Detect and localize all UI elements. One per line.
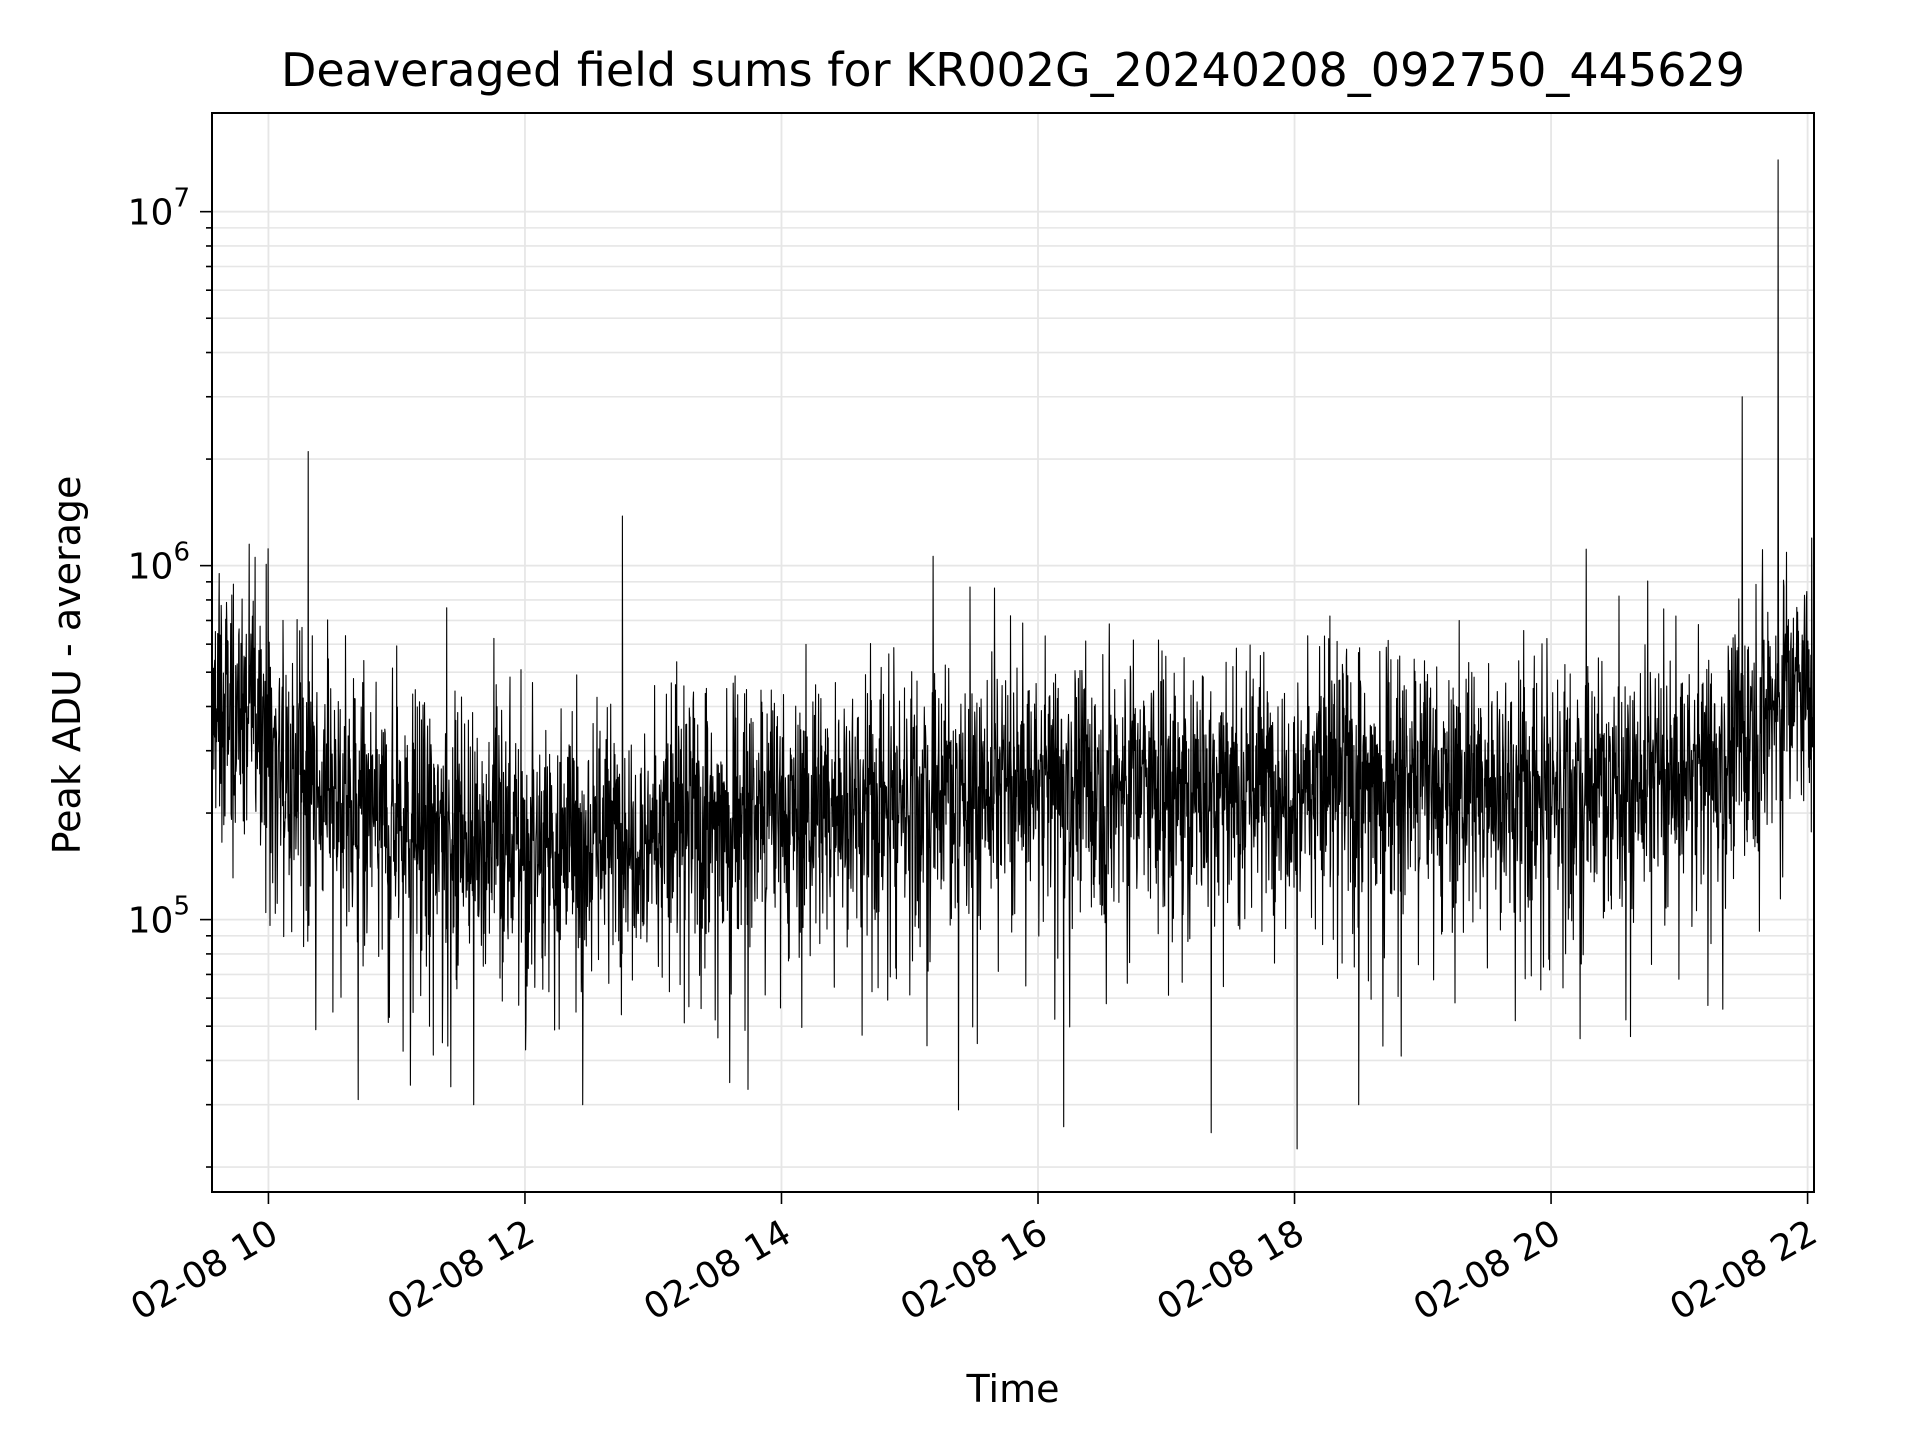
y-axis: 105 106 107 [128,184,212,1168]
plot-frame [211,112,1815,1193]
y-tick-label: 106 [128,538,190,588]
y-axis-title: Peak ADU - average [45,476,89,855]
x-axis-title: Time [966,1367,1060,1411]
y-tick-label: 105 [128,892,190,942]
chart-title: Deaveraged field sums for KR002G_2024020… [281,43,1745,97]
plot-area [211,159,1815,1150]
y-tick-label: 107 [128,184,190,234]
series-line [211,159,1815,1150]
